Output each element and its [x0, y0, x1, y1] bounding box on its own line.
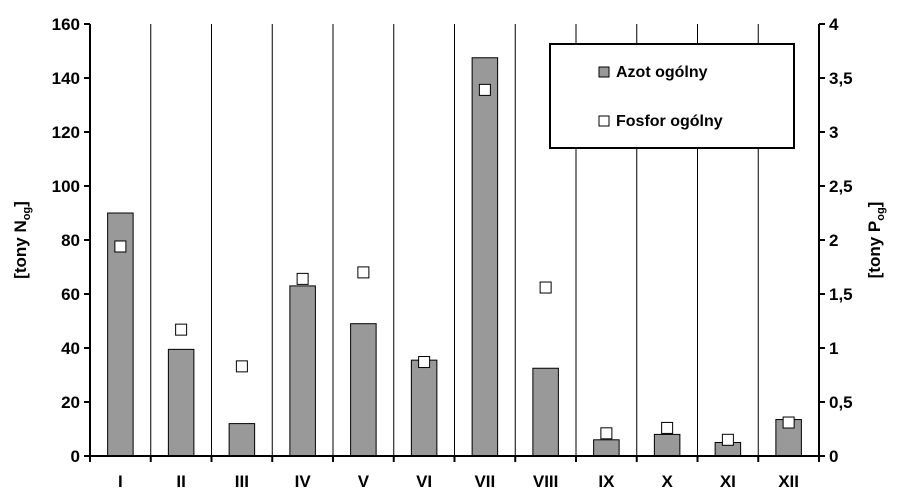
x-tick-label: III — [235, 472, 249, 491]
right-axis-title-close: ] — [865, 202, 884, 208]
x-tick-label: IX — [598, 472, 615, 491]
legend: Azot ogólny Fosfor ogólny — [549, 43, 795, 149]
left-tick-label: 60 — [61, 285, 80, 304]
x-tick-label: XI — [720, 472, 736, 491]
marker-XII — [782, 416, 795, 429]
right-axis-title-subscript: og — [875, 207, 887, 220]
left-axis-title: [tony Nog] — [11, 201, 33, 279]
bar-II — [167, 348, 195, 457]
right-axis-title: [tony Pog] — [865, 202, 887, 279]
x-tick-label: VI — [416, 472, 432, 491]
marker-IX — [600, 427, 613, 440]
left-tick-label: 40 — [61, 339, 80, 358]
x-ticks: I II III IV V VI VII VIII IX X XI XII — [89, 456, 820, 491]
left-tick-label: 160 — [52, 15, 80, 34]
left-axis-title-subscript: og — [21, 207, 33, 220]
bar-IX — [593, 439, 620, 457]
right-tick-label: 1,5 — [829, 285, 853, 304]
legend-label-azot: Azot ogólny — [616, 64, 708, 81]
left-tick-label: 140 — [52, 69, 80, 88]
marker-X — [661, 421, 674, 434]
bar-IV — [289, 285, 316, 457]
right-axis-title-main: [tony P — [865, 221, 884, 279]
left-tick-label: 120 — [52, 123, 80, 142]
x-tick-label: I — [118, 472, 123, 491]
left-axis-title-close: ] — [11, 201, 30, 207]
x-tick-label: VIII — [533, 472, 559, 491]
right-y-ticks: 0 0,5 1 1,5 2 2,5 3 3,5 4 — [819, 15, 853, 466]
left-tick-label: 0 — [71, 447, 80, 466]
bar-X — [653, 433, 681, 457]
bar-I — [107, 212, 134, 457]
right-tick-label: 0 — [829, 447, 838, 466]
legend-box — [549, 43, 795, 149]
left-tick-label: 20 — [61, 393, 80, 412]
marker-III — [235, 360, 248, 373]
marker-VI — [418, 356, 431, 369]
right-tick-label: 4 — [829, 15, 839, 34]
x-tick-label: X — [661, 472, 673, 491]
marker-V — [357, 266, 370, 279]
bar-VI — [410, 359, 438, 457]
marker-I — [114, 240, 127, 253]
x-tick-label: XII — [778, 472, 799, 491]
left-tick-label: 100 — [52, 177, 80, 196]
x-tick-label: II — [176, 472, 185, 491]
legend-swatch-fosfor — [598, 115, 610, 127]
right-tick-label: 2,5 — [829, 177, 853, 196]
legend-label-fosfor: Fosfor ogólny — [616, 113, 723, 130]
bar-V — [350, 323, 377, 457]
marker-II — [175, 323, 188, 336]
left-axis-title-main: [tony N — [11, 220, 30, 279]
left-y-ticks: 0 20 40 60 80 100 120 140 160 — [52, 15, 90, 466]
bar-VII — [471, 57, 499, 457]
right-tick-label: 3 — [829, 123, 838, 142]
bar-series — [107, 57, 802, 457]
marker-series — [114, 83, 795, 446]
marker-VIII — [539, 281, 552, 294]
marker-XI — [721, 433, 734, 446]
right-tick-label: 0,5 — [829, 393, 853, 412]
x-tick-label: V — [358, 472, 370, 491]
right-tick-label: 2 — [829, 231, 838, 250]
right-tick-label: 3,5 — [829, 69, 853, 88]
legend-swatch-azot — [598, 66, 610, 78]
x-tick-label: VII — [474, 472, 495, 491]
x-tick-label: IV — [295, 472, 312, 491]
bar-III — [228, 423, 256, 457]
right-tick-label: 1 — [829, 339, 838, 358]
bar-VIII — [532, 367, 559, 457]
left-tick-label: 80 — [61, 231, 80, 250]
marker-VII — [478, 83, 491, 96]
marker-IV — [296, 272, 309, 285]
